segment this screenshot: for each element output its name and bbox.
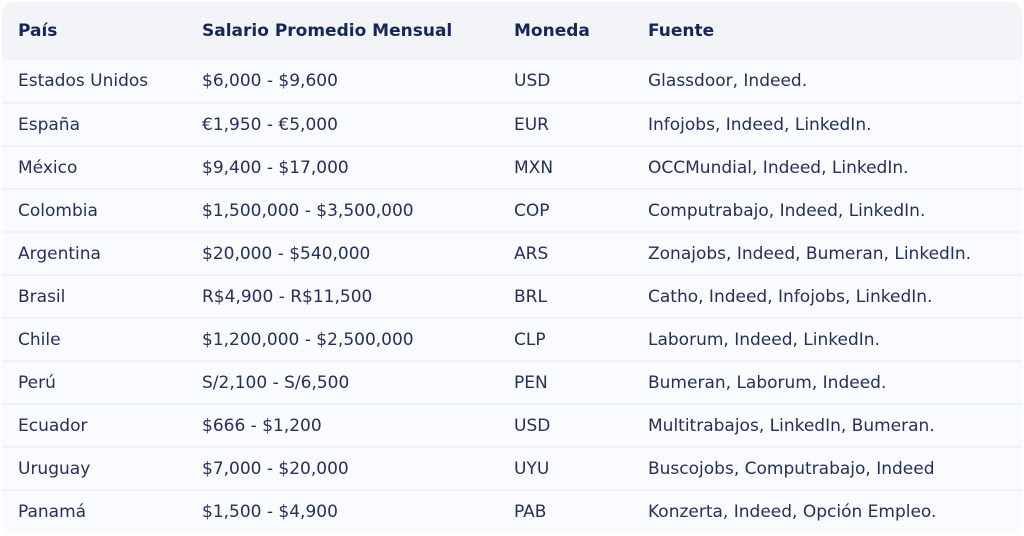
cell-moneda: ARS [514, 243, 549, 264]
table-row: Chile $1,200,000 - $2,500,000 CLP Laborum, … [2, 318, 1022, 361]
cell-pais: México [18, 157, 78, 178]
cell-pais: Estados Unidos [18, 71, 149, 91]
cell-fuente: Infojobs, Indeed, LinkedIn. [648, 114, 872, 135]
cell-salario: $9,400 - $17,000 [202, 157, 349, 178]
cell-fuente: Buscojobs, Computrabajo, Indeed [648, 458, 935, 479]
cell-fuente: Glassdoor, Indeed. [648, 71, 808, 91]
cell-moneda: PAB [514, 502, 547, 522]
cell-pais: Brasil [18, 286, 66, 307]
cell-pais: Uruguay [18, 458, 91, 479]
cell-salario: $1,500,000 - $3,500,000 [202, 200, 414, 221]
cell-fuente: Konzerta, Indeed, Opción Empleo. [648, 502, 937, 522]
cell-pais: Chile [18, 329, 61, 350]
cell-moneda: USD [514, 415, 551, 436]
cell-pais: Colombia [18, 200, 98, 221]
cell-salario: $7,000 - $20,000 [202, 458, 349, 479]
cell-fuente: Computrabajo, Indeed, LinkedIn. [648, 200, 926, 221]
header-pais: País [18, 21, 58, 41]
cell-moneda: EUR [514, 114, 549, 135]
cell-moneda: PEN [514, 372, 548, 393]
cell-salario: R$4,900 - R$11,500 [202, 286, 373, 307]
cell-pais: Panamá [18, 502, 87, 522]
cell-fuente: Multitrabajos, LinkedIn, Bumeran. [648, 415, 935, 436]
cell-moneda: CLP [514, 329, 546, 350]
cell-fuente: OCCMundial, Indeed, LinkedIn. [648, 157, 909, 178]
cell-pais: Perú [18, 372, 56, 393]
cell-fuente: Bumeran, Laborum, Indeed. [648, 372, 887, 393]
cell-moneda: COP [514, 200, 550, 221]
cell-moneda: BRL [514, 286, 547, 307]
cell-salario: $666 - $1,200 [202, 415, 322, 436]
header-salario: Salario Promedio Mensual [202, 21, 453, 41]
cell-salario: $1,500 - $4,900 [202, 502, 338, 522]
cell-pais: España [18, 114, 80, 135]
header-fuente: Fuente [648, 21, 715, 41]
cell-fuente: Zonajobs, Indeed, Bumeran, LinkedIn. [648, 243, 972, 264]
header-moneda: Moneda [514, 21, 590, 41]
cell-salario: €1,950 - €5,000 [202, 114, 338, 135]
table-row: Ecuador $666 - $1,200 USD Multitrabajos, Li… [2, 404, 1022, 447]
cell-pais: Ecuador [18, 415, 88, 436]
table-header-row: País Salario Promedio Mensual Moneda Fue… [2, 2, 1022, 60]
cell-salario: $20,000 - $540,000 [202, 243, 371, 264]
cell-moneda: UYU [514, 458, 550, 479]
cell-fuente: Laborum, Indeed, LinkedIn. [648, 329, 880, 350]
cell-pais: Argentina [18, 243, 101, 264]
cell-fuente: Catho, Indeed, Infojobs, LinkedIn. [648, 286, 933, 307]
cell-salario: $6,000 - $9,600 [202, 71, 338, 91]
cell-salario: S/2,100 - S/6,500 [202, 372, 350, 393]
table-row: Colombia $1,500,000 - $3,500,000 COP Comput… [2, 189, 1022, 232]
table-row: Argentina $20,000 - $540,000 ARS Zonajobs, … [2, 232, 1022, 275]
table-row: México $9,400 - $17,000 MXN OCCMundial, Ind… [2, 146, 1022, 189]
table-row: Brasil R$4,900 - R$11,500 BRL Catho, Indeed… [2, 275, 1022, 318]
cell-moneda: USD [514, 71, 551, 91]
table-row: España €1,950 - €5,000 EUR Infojobs, Indeed… [2, 103, 1022, 146]
table-row: Estados Unidos $6,000 - $9,600 USD Glassdoo… [2, 60, 1022, 103]
table-row: Panamá $1,500 - $4,900 PAB Konzerta, Indeed… [2, 490, 1022, 533]
table-row: Perú S/2,100 - S/6,500 PEN Bumeran, Laborum… [2, 361, 1022, 404]
cell-salario: $1,200,000 - $2,500,000 [202, 329, 414, 350]
table-row: Uruguay $7,000 - $20,000 UYU Buscojobs, Com… [2, 447, 1022, 490]
cell-moneda: MXN [514, 157, 554, 178]
